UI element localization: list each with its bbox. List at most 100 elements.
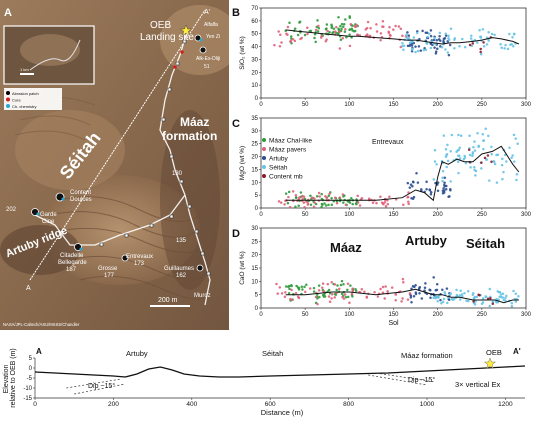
profile-x-tick-label: 200	[108, 401, 119, 408]
profile-vertical-ex-label: 3× vertical Ex	[455, 380, 500, 389]
data-point	[296, 33, 300, 37]
y-tick-label: 30	[251, 129, 258, 135]
data-point	[444, 48, 447, 51]
profile-x-tick-label: 1200	[498, 401, 513, 408]
site-label: Grosse	[98, 266, 118, 272]
profile-ylabel-line2: relative to OEB (m)	[10, 348, 17, 408]
data-point	[408, 186, 412, 189]
data-point	[341, 295, 344, 299]
data-point	[340, 292, 344, 296]
data-point	[482, 45, 486, 48]
site-label: Bellegarde	[58, 260, 87, 266]
data-point	[287, 195, 290, 199]
data-point	[473, 140, 476, 143]
data-point	[402, 48, 405, 51]
data-point	[306, 26, 309, 30]
data-point	[353, 25, 357, 28]
data-point	[491, 302, 495, 306]
data-point	[348, 15, 351, 18]
dip-line	[368, 374, 428, 386]
data-point	[343, 293, 347, 296]
data-point	[312, 205, 316, 209]
dip-line	[66, 378, 122, 389]
data-point	[511, 154, 514, 157]
data-point	[510, 304, 514, 308]
data-point	[429, 191, 433, 194]
data-point	[501, 296, 505, 299]
data-point	[429, 42, 433, 45]
data-point	[443, 291, 446, 294]
y-tick-label: 30	[251, 226, 258, 232]
data-point	[497, 298, 500, 301]
data-point	[424, 48, 428, 51]
profile-x-tick-label: 1000	[420, 401, 435, 408]
data-point	[407, 34, 411, 37]
data-point	[284, 192, 288, 195]
x-tick-label: 50	[302, 102, 309, 108]
data-point	[464, 161, 468, 165]
data-point	[295, 284, 298, 288]
a-prime-label: A'	[204, 9, 210, 16]
data-point	[514, 292, 518, 295]
data-point	[484, 127, 487, 131]
x-tick-label: 100	[344, 102, 355, 108]
panel-letter-b: B	[232, 7, 240, 19]
data-point	[479, 47, 482, 51]
data-point	[469, 37, 473, 40]
data-point	[402, 203, 405, 206]
data-point	[514, 137, 517, 140]
data-point	[412, 36, 416, 39]
data-point	[366, 34, 369, 38]
data-point	[354, 202, 358, 205]
profile-line	[29, 9, 206, 281]
dune-field	[15, 110, 125, 190]
data-point	[338, 30, 341, 33]
legend-marker-content	[262, 174, 266, 178]
data-point	[461, 37, 464, 41]
data-point	[499, 42, 502, 46]
data-point	[479, 53, 483, 56]
data-point	[351, 289, 355, 293]
data-point	[339, 283, 343, 287]
data-point	[397, 25, 401, 28]
data-point	[346, 295, 350, 299]
data-point	[355, 23, 359, 27]
data-point	[429, 34, 433, 38]
data-point	[509, 43, 512, 47]
data-point	[475, 295, 479, 299]
data-point	[434, 297, 437, 300]
data-point	[471, 154, 474, 158]
data-point	[330, 293, 334, 296]
data-point	[408, 44, 411, 48]
panel-letter-d: D	[232, 228, 240, 240]
y-axis-label: CaO (wt %)	[239, 251, 246, 285]
site-label: 202	[6, 207, 17, 213]
data-point	[441, 176, 444, 180]
data-point	[340, 279, 344, 283]
data-point	[482, 41, 485, 44]
data-point	[443, 181, 446, 184]
data-point	[284, 285, 288, 288]
y-tick-label: 10	[251, 180, 258, 186]
profile-artuby-label: Artuby	[126, 349, 148, 358]
data-point	[375, 201, 378, 205]
data-point	[418, 285, 422, 289]
data-point	[384, 285, 387, 288]
legend-label: Máaz Chal-like	[269, 138, 312, 145]
data-point	[510, 302, 514, 305]
data-point	[303, 285, 306, 289]
legend-marker-seitah	[262, 165, 266, 169]
data-point	[302, 195, 306, 198]
data-point	[505, 294, 508, 298]
running-mean-line	[285, 288, 519, 304]
data-point	[321, 286, 324, 290]
data-point	[315, 195, 319, 198]
data-point	[317, 24, 320, 28]
data-point	[425, 180, 428, 184]
data-point	[425, 187, 428, 191]
data-point	[289, 40, 292, 43]
data-point	[409, 294, 413, 297]
data-point	[340, 22, 344, 26]
data-point	[317, 27, 321, 30]
